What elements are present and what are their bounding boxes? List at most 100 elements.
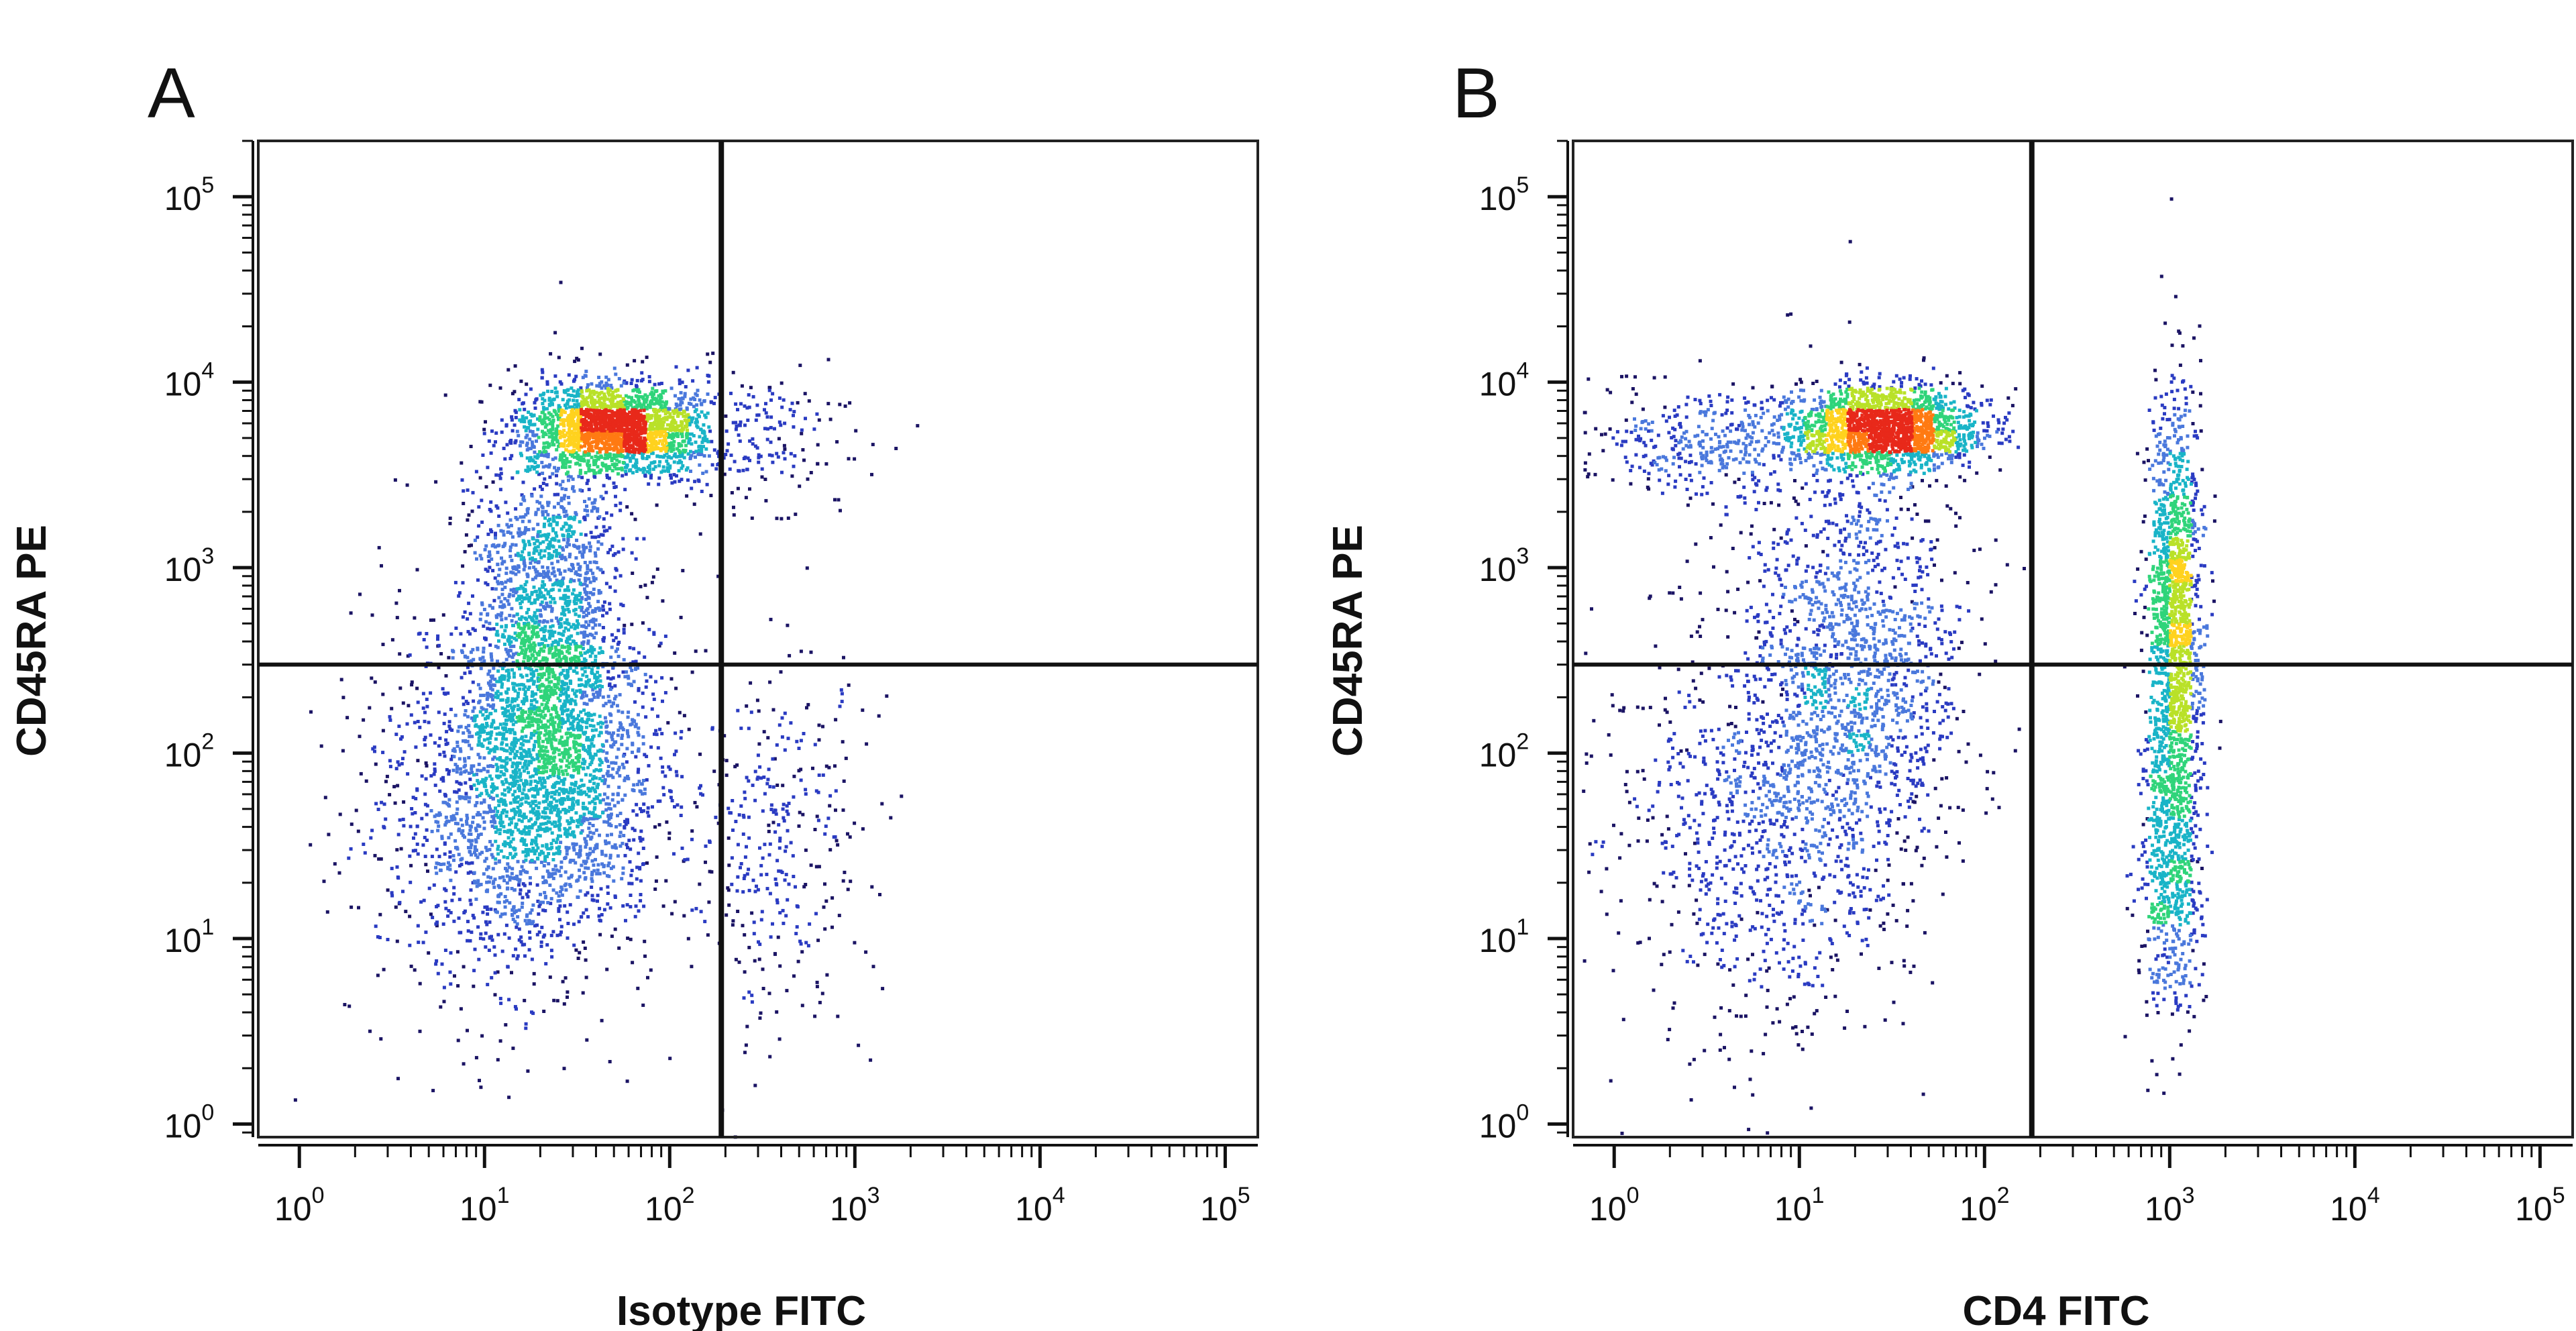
event-dot [553, 651, 557, 655]
event-dot [504, 814, 508, 818]
event-dot [527, 553, 531, 557]
event-dot [502, 714, 506, 718]
event-dot [583, 670, 587, 674]
event-dot [530, 842, 533, 846]
event-dot [525, 843, 529, 847]
event-dot [468, 731, 472, 735]
event-dot [813, 828, 817, 831]
event-dot [576, 714, 580, 718]
event-dot [575, 399, 579, 403]
event-dot [447, 769, 451, 773]
event-dot [504, 710, 508, 714]
event-dot [561, 576, 566, 580]
event-dot [643, 787, 647, 791]
event-dot [705, 482, 709, 486]
event-dot [675, 774, 679, 778]
event-dot [760, 467, 764, 471]
event-dot [466, 488, 470, 492]
event-dot [528, 930, 531, 934]
event-dot [506, 790, 511, 794]
event-dot [500, 674, 504, 678]
event-dot [521, 839, 525, 843]
event-dot [486, 888, 490, 892]
event-dot [531, 807, 535, 811]
event-dot [564, 509, 568, 513]
event-dot [553, 805, 557, 809]
event-dot [456, 984, 460, 988]
event-dot [381, 729, 385, 733]
event-dot [513, 776, 517, 779]
event-dot [513, 712, 516, 716]
event-dot [786, 812, 790, 816]
event-dot [797, 824, 801, 828]
event-dot [783, 447, 787, 451]
event-dot [532, 704, 536, 708]
event-dot [471, 490, 475, 494]
event-dot [569, 702, 573, 706]
event-dot [521, 814, 525, 818]
event-dot [508, 577, 513, 581]
event-dot [581, 805, 585, 809]
event-dot [777, 1037, 782, 1041]
event-dot [531, 707, 535, 711]
event-dot [557, 834, 560, 838]
event-dot [574, 811, 578, 815]
event-dot [488, 683, 492, 687]
event-dot [533, 466, 537, 469]
event-dot [396, 760, 400, 764]
event-dot [431, 916, 435, 920]
event-dot [537, 904, 541, 908]
event-dot [543, 855, 547, 859]
event-dot [789, 451, 793, 456]
event-dot [575, 800, 579, 804]
event-dot [590, 698, 594, 702]
event-dot [541, 881, 545, 885]
event-dot [550, 562, 554, 566]
event-dot [630, 722, 634, 726]
event-dot [553, 871, 557, 875]
event-dot [834, 789, 838, 793]
event-dot [670, 481, 674, 485]
event-dot [504, 1023, 508, 1027]
event-dot [476, 535, 480, 539]
event-dot [749, 386, 753, 390]
event-dot [593, 806, 597, 810]
event-dot [545, 380, 549, 384]
event-dot [529, 882, 532, 886]
event-dot [579, 915, 583, 919]
event-dot [556, 492, 560, 496]
event-dot [606, 796, 610, 800]
event-dot [546, 500, 549, 504]
event-dot [563, 884, 567, 888]
event-dot [567, 533, 570, 537]
event-dot [541, 397, 545, 401]
event-dot [585, 702, 589, 706]
event-dot [489, 712, 493, 716]
event-dot [535, 616, 539, 620]
event-dot [644, 685, 648, 689]
event-dot [566, 541, 570, 545]
event-dot [643, 753, 647, 757]
event-dot [485, 867, 489, 871]
event-dot [539, 822, 543, 827]
event-dot [587, 827, 591, 831]
event-dot [813, 743, 817, 747]
event-dot [606, 885, 610, 889]
event-dot [741, 890, 745, 894]
event-dot [513, 566, 517, 570]
event-dot [497, 900, 501, 904]
event-dot [543, 583, 546, 587]
event-dot [568, 826, 572, 830]
event-dot [669, 456, 674, 460]
event-dot [661, 765, 665, 769]
event-dot [498, 756, 502, 759]
event-dot [590, 718, 594, 723]
event-dot [587, 488, 591, 492]
event-dot [547, 875, 551, 879]
event-dot [497, 639, 500, 643]
event-dot [593, 498, 597, 502]
event-dot [439, 863, 443, 866]
event-dot [480, 520, 484, 524]
event-dot [463, 654, 467, 658]
event-dot [574, 702, 578, 706]
